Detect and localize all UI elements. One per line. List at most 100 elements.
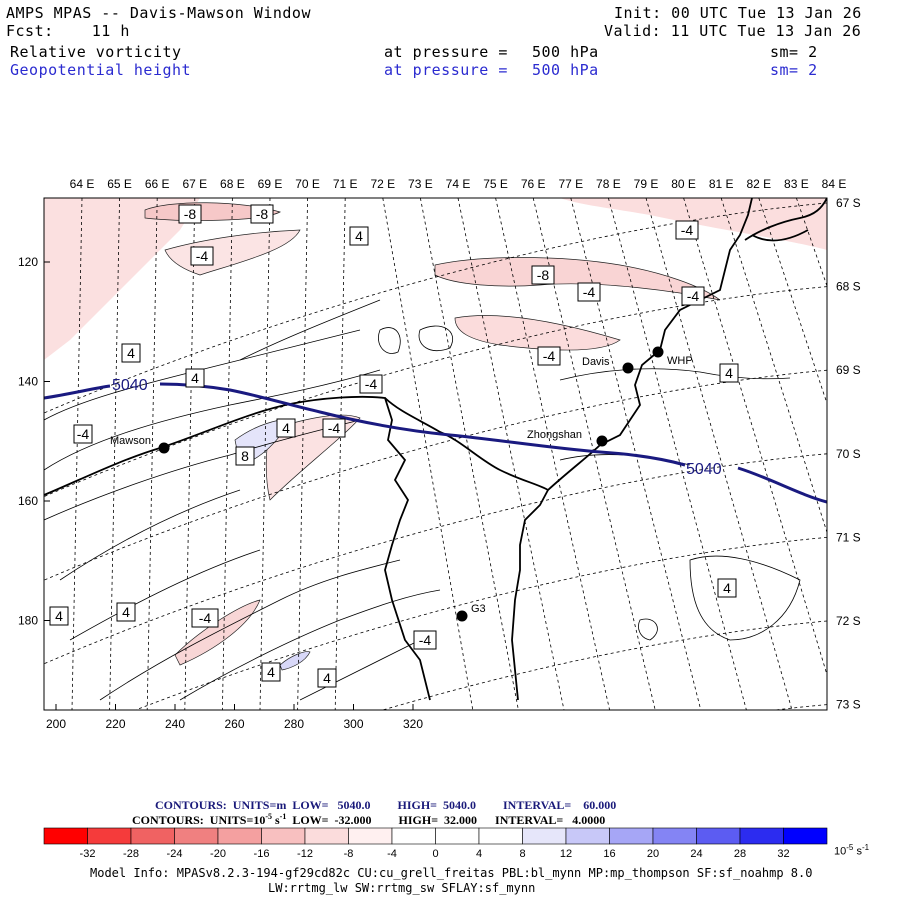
y-axis: 120 140 160 180 — [18, 255, 50, 628]
stations: Mawson Davis WHP Zhongshan G3 — [110, 346, 693, 622]
model-info-line1: Model Info: MPASv8.2.3-194-gf29cd82c CU:… — [90, 866, 813, 880]
colorbar-swatch — [43, 827, 88, 845]
vort-label: 8 — [235, 446, 255, 466]
y-tick-label: 120 — [18, 255, 38, 269]
colorbar-tick-label: -28 — [123, 848, 139, 860]
field1-sm: sm= 2 — [770, 43, 818, 61]
lon-label: 77 E — [558, 177, 583, 191]
vort-label: 4 — [0, 0, 8, 3]
meridian-line — [532, 198, 656, 710]
lon-label: 80 E — [671, 177, 696, 191]
lat-label: 67 S — [836, 196, 861, 210]
y-tick-label: 140 — [18, 375, 38, 389]
x-tick-label: 240 — [165, 717, 185, 731]
meridian-line — [608, 198, 747, 710]
valid-time: Valid: 11 UTC Tue 13 Jan 26 — [604, 22, 862, 40]
lon-label: 73 E — [408, 177, 433, 191]
colorbar-tick-label: 12 — [560, 848, 572, 860]
vort-label: -4 — [675, 220, 699, 240]
svg-text:-8: -8 — [184, 206, 197, 222]
meridian-line — [334, 198, 346, 710]
meridian-line — [71, 198, 83, 710]
meridian-line — [683, 198, 827, 677]
vort-label: 4 — [717, 578, 737, 598]
parallel-line — [44, 286, 827, 497]
field2-level: 500 hPa — [532, 61, 599, 79]
vort-shade-sw — [174, 599, 261, 666]
field2-name: Geopotential height — [10, 61, 192, 79]
vort-label: 4 — [349, 226, 369, 246]
lat-label: 73 S — [836, 698, 861, 712]
colorbar-tick-label: 24 — [690, 848, 702, 860]
svg-text:-4: -4 — [681, 222, 694, 238]
vort-label: -4 — [681, 286, 705, 306]
colorbar-swatch — [783, 827, 828, 845]
lon-label: 66 E — [145, 177, 170, 191]
vorticity-contour-legend: CONTOURS: UNITS=10-5 s-1 LOW= -32.000 HI… — [132, 812, 606, 827]
svg-text:4: 4 — [725, 365, 733, 381]
x-tick-label: 320 — [403, 717, 423, 731]
colorbar-swatch — [696, 827, 741, 845]
vort-label: -4 — [322, 418, 346, 438]
colorbar-swatch — [565, 827, 610, 845]
lon-label: 67 E — [182, 177, 207, 191]
svg-text:4: 4 — [267, 664, 275, 680]
field1-level: 500 hPa — [532, 43, 599, 61]
vort-label: -4 — [190, 246, 214, 266]
lon-label: 83 E — [784, 177, 809, 191]
x-tick-label: 200 — [46, 717, 66, 731]
vort-label: -8 — [531, 265, 555, 285]
vort-label: -4 — [191, 608, 219, 628]
colorbar-tick-label: -20 — [210, 848, 226, 860]
station-davis: Davis — [582, 356, 634, 374]
svg-text:-4: -4 — [419, 632, 432, 648]
colorbar-swatch — [87, 827, 132, 845]
meridian-line — [297, 198, 308, 710]
colorbar-tick-label: -8 — [344, 848, 354, 860]
coastline — [44, 198, 827, 701]
station-mawson: Mawson — [110, 435, 170, 454]
colorbar-tick-label: -4 — [387, 848, 397, 860]
vort-shade-w — [164, 229, 301, 276]
lon-label: 69 E — [258, 177, 283, 191]
colorbar-swatch — [739, 827, 784, 845]
lat-lon-grid — [44, 198, 827, 710]
lat-label: 72 S — [836, 614, 861, 628]
svg-text:-4: -4 — [583, 284, 596, 300]
forecast-label: Fcst: 11 h — [6, 22, 130, 40]
meridian-line — [382, 198, 474, 710]
svg-text:Davis: Davis — [582, 356, 610, 368]
meridian-line — [259, 198, 271, 710]
svg-text:4: 4 — [282, 420, 290, 436]
meridian-line — [146, 198, 158, 710]
meridian-line — [645, 198, 793, 710]
vort-shade-blue2 — [279, 651, 311, 671]
lon-label: 70 E — [295, 177, 320, 191]
vort-label: 4 — [276, 418, 296, 438]
svg-text:4: 4 — [55, 608, 63, 624]
vort-label: -4 — [577, 282, 601, 302]
station-whp: WHP — [652, 346, 693, 367]
parallel-line — [44, 453, 827, 665]
colorbar-tick-label: 8 — [519, 848, 525, 860]
svg-text:4: 4 — [127, 345, 135, 361]
parallel-line — [381, 620, 827, 710]
colorbar-swatch — [652, 827, 697, 845]
vort-label: 4 — [121, 343, 141, 363]
colorbar-tick-label: 0 — [432, 848, 438, 860]
svg-text:4: 4 — [323, 670, 331, 686]
vorticity-labels: -8 -8 -4 4 4 -4 -4 -4 -8 4 -4 -4 4 -4 4 … — [0, 0, 739, 688]
svg-text:Mawson: Mawson — [110, 435, 151, 447]
vort-label: 4 — [116, 602, 136, 622]
colorbar-unit: 10-5 s-1 — [834, 843, 870, 858]
svg-text:WHP: WHP — [667, 355, 693, 367]
svg-text:4: 4 — [122, 604, 130, 620]
vort-label: 4 — [261, 662, 281, 682]
station-zhongshan: Zhongshan — [527, 429, 608, 447]
meridian-line — [222, 198, 233, 710]
init-time: Init: 00 UTC Tue 13 Jan 26 — [614, 4, 862, 22]
colorbar-tick-label: 32 — [777, 848, 789, 860]
lat-label: 69 S — [836, 363, 861, 377]
forecast-value: 11 h — [91, 22, 130, 40]
